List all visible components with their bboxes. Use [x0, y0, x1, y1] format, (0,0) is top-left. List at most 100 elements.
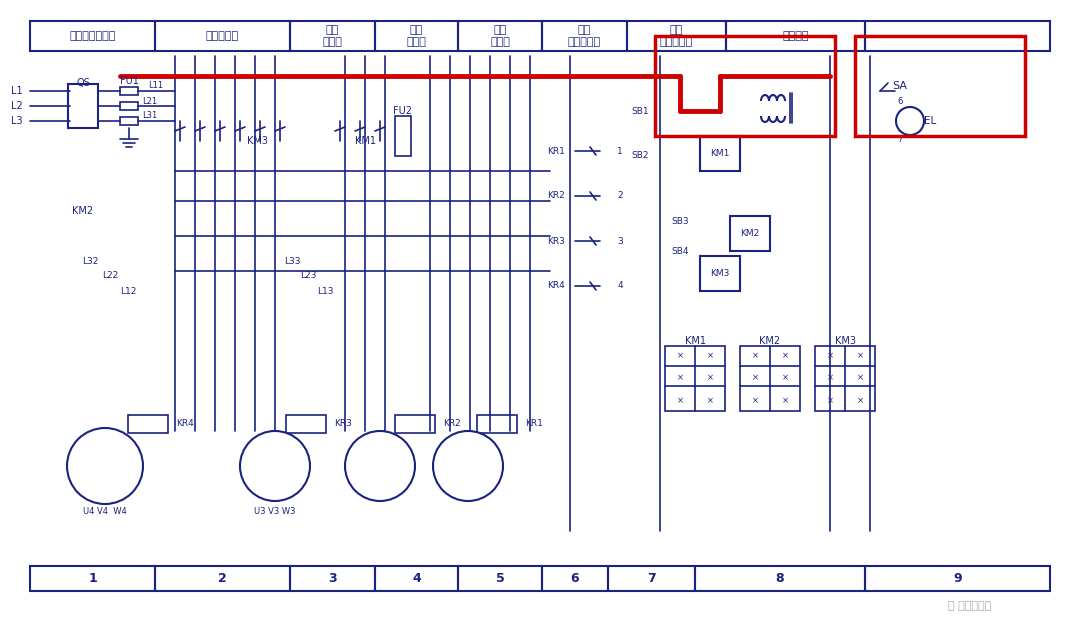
Text: L31: L31 [143, 112, 158, 121]
Text: KM2: KM2 [72, 206, 93, 216]
Text: KM3: KM3 [711, 269, 730, 278]
Text: KR1: KR1 [548, 146, 565, 155]
Text: 5: 5 [496, 572, 504, 585]
Text: KM1: KM1 [711, 150, 730, 158]
Text: ×: × [676, 374, 684, 382]
Text: U4 V4  W4: U4 V4 W4 [83, 507, 126, 516]
Bar [395, 415, 435, 433]
Text: QS: QS [76, 78, 90, 88]
Text: 4: 4 [617, 281, 623, 290]
Bar [120, 87, 138, 95]
Text: KR4: KR4 [176, 420, 193, 428]
Text: 2: 2 [218, 572, 227, 585]
Text: 7: 7 [897, 134, 903, 143]
Text: L22: L22 [102, 271, 118, 281]
Bar [542, 566, 608, 591]
Text: 8: 8 [775, 572, 784, 585]
Text: ×: × [856, 396, 864, 406]
Text: 4: 4 [413, 572, 421, 585]
Bar [542, 21, 627, 51]
Text: KM2: KM2 [759, 336, 781, 346]
Bar [458, 566, 542, 591]
Text: KR3: KR3 [548, 237, 565, 245]
Text: ×: × [752, 396, 758, 406]
Text: KM1: KM1 [354, 136, 376, 146]
Text: L12: L12 [120, 286, 136, 295]
Text: KM3: KM3 [247, 136, 269, 146]
Bar [395, 116, 411, 156]
Text: L11: L11 [148, 81, 163, 90]
Text: KR2: KR2 [548, 191, 565, 201]
Text: ×: × [856, 374, 864, 382]
Text: SB3: SB3 [671, 216, 689, 225]
Text: SB2: SB2 [631, 151, 649, 160]
Circle shape [345, 431, 415, 501]
Text: KR4: KR4 [548, 281, 565, 290]
Text: ×: × [752, 374, 758, 382]
Bar [608, 566, 696, 591]
Bar [665, 346, 725, 411]
Bar [654, 36, 835, 136]
Bar [156, 566, 291, 591]
Bar [30, 566, 156, 591]
Bar [740, 346, 800, 411]
Circle shape [240, 431, 310, 501]
Text: L32: L32 [82, 256, 98, 266]
Bar [291, 21, 375, 51]
Text: M3
3~: M3 3~ [266, 455, 284, 477]
Text: KR3: KR3 [334, 420, 352, 428]
Text: ×: × [676, 396, 684, 406]
Text: SA: SA [892, 81, 907, 91]
Text: L21: L21 [143, 97, 158, 105]
Bar [30, 21, 156, 51]
Text: ×: × [706, 351, 714, 360]
Bar [815, 346, 875, 411]
Bar [120, 117, 138, 125]
Text: 6: 6 [897, 97, 903, 105]
Text: SB1: SB1 [631, 107, 649, 115]
Bar [477, 415, 517, 433]
Text: 电源开关及保护: 电源开关及保护 [69, 31, 116, 41]
Text: ×: × [856, 351, 864, 360]
Text: 🔧 小电工点点: 🔧 小电工点点 [948, 601, 991, 611]
Text: ×: × [676, 351, 684, 360]
Text: ×: × [826, 396, 834, 406]
Text: SB4: SB4 [672, 247, 689, 256]
Text: 砂轮
电动机: 砂轮 电动机 [323, 25, 342, 47]
Text: FU2: FU2 [393, 106, 413, 116]
Text: L33: L33 [284, 256, 300, 266]
Text: L23: L23 [300, 271, 316, 281]
Circle shape [896, 107, 924, 135]
Bar [375, 566, 458, 591]
Circle shape [433, 431, 503, 501]
Text: M4
3~: M4 3~ [96, 455, 113, 477]
Bar [291, 566, 375, 591]
Text: EL: EL [923, 116, 936, 126]
Text: 1: 1 [89, 572, 97, 585]
Text: L13: L13 [316, 286, 334, 295]
Bar [286, 415, 326, 433]
Text: 油泵
电动机: 油泵 电动机 [406, 25, 427, 47]
Text: 工件电动机: 工件电动机 [206, 31, 239, 41]
Text: L2: L2 [11, 101, 23, 111]
Text: ×: × [782, 351, 788, 360]
Bar [156, 21, 291, 51]
Text: L3: L3 [12, 116, 23, 126]
Bar [726, 21, 865, 51]
Text: KM1: KM1 [685, 336, 705, 346]
Text: KR1: KR1 [525, 420, 543, 428]
Bar [865, 566, 1050, 591]
Bar [68, 84, 98, 128]
Bar [730, 216, 770, 251]
Bar [375, 21, 458, 51]
Text: KM3: KM3 [835, 336, 855, 346]
Text: M2
3~: M2 3~ [372, 455, 389, 477]
Text: KM2: KM2 [741, 230, 759, 239]
Text: ×: × [782, 374, 788, 382]
Text: 6: 6 [570, 572, 579, 585]
Text: ×: × [782, 396, 788, 406]
Bar [129, 415, 168, 433]
Text: 9: 9 [954, 572, 962, 585]
Text: FU1: FU1 [120, 76, 138, 86]
Bar [627, 21, 726, 51]
